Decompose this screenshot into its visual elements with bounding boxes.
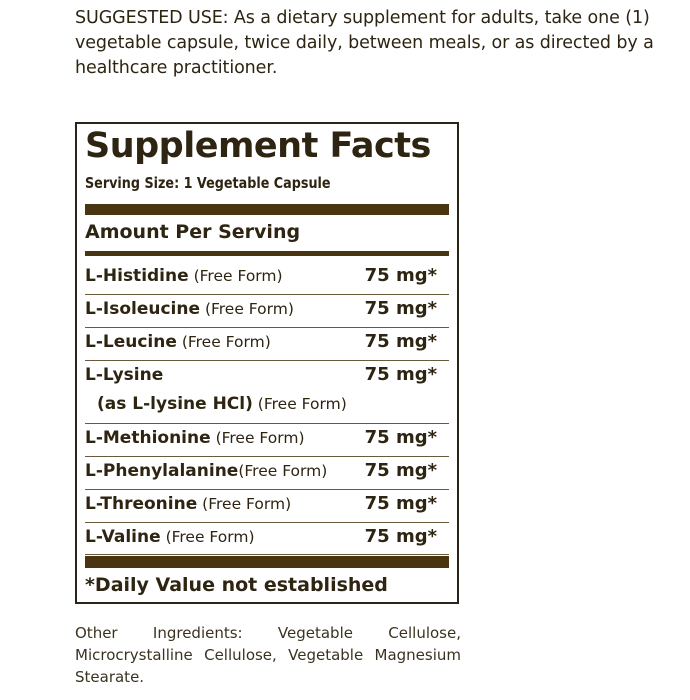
nutrient-row: L-Histidine (Free Form) 75 mg* — [85, 261, 449, 295]
nutrient-row: L-Methionine (Free Form) 75 mg* — [85, 423, 449, 457]
nutrient-name: L-Phenylalanine — [85, 461, 239, 481]
suggested-use: SUGGESTED USE: As a dietary supplement f… — [75, 6, 675, 81]
nutrient-amount: 75 mg* — [364, 265, 437, 286]
nutrient-amount: 75 mg* — [364, 460, 437, 481]
nutrient-name: L-Lysine — [85, 365, 164, 385]
nutrient-name: L-Valine — [85, 527, 161, 547]
nutrient-form: (Free Form) — [238, 462, 328, 480]
amount-per-serving: Amount Per Serving — [85, 221, 301, 243]
nutrient-name: L-Histidine — [85, 266, 189, 286]
nutrient-row: L-Phenylalanine(Free Form) 75 mg* — [85, 456, 449, 490]
nutrient-form: (Free Form) — [252, 395, 347, 413]
nutrient-row: L-Lysine (as L-lysine HCl) (Free Form) 75 … — [85, 360, 449, 424]
nutrient-form: (Free Form) — [210, 429, 305, 447]
nutrient-amount: 75 mg* — [364, 493, 437, 514]
nutrient-name: L-Threonine — [85, 494, 198, 514]
nutrient-name: L-Isoleucine — [85, 299, 201, 319]
nutrient-amount: 75 mg* — [364, 331, 437, 352]
supplement-facts-panel: Supplement Facts Serving Size: 1 Vegetab… — [75, 122, 459, 604]
nutrient-amount: 75 mg* — [364, 298, 437, 319]
other-ingredients: Other Ingredients: Vegetable Cellulose, … — [75, 624, 461, 686]
nutrient-form: (Free Form) — [200, 300, 294, 318]
suggested-use-label: SUGGESTED USE: — [75, 8, 229, 28]
nutrient-form: (Free Form) — [188, 267, 283, 285]
nutrient-row: L-Threonine (Free Form) 75 mg* — [85, 489, 449, 523]
nutrient-source: (as L-lysine HCl) — [97, 394, 253, 414]
daily-value-footnote: *Daily Value not established — [85, 574, 388, 596]
nutrient-form: (Free Form) — [160, 528, 255, 546]
facts-title: Supplement Facts — [85, 126, 431, 166]
nutrient-name: L-Methionine — [85, 428, 211, 448]
nutrient-form: (Free Form) — [197, 495, 292, 513]
medium-divider — [85, 251, 449, 256]
nutrient-row: L-Leucine (Free Form) 75 mg* — [85, 327, 449, 361]
nutrient-row: L-Isoleucine (Free Form) 75 mg* — [85, 294, 449, 328]
serving-size: Serving Size: 1 Vegetable Capsule — [85, 174, 331, 192]
suggested-use-text: As a dietary supplement for adults, take… — [75, 8, 654, 78]
thick-divider — [85, 556, 449, 568]
nutrient-amount: 75 mg* — [364, 526, 437, 547]
nutrient-name: L-Leucine — [85, 332, 177, 352]
thick-divider — [85, 204, 449, 215]
nutrient-amount: 75 mg* — [364, 364, 437, 385]
nutrient-row: L-Valine (Free Form) 75 mg* — [85, 522, 449, 555]
nutrient-form: (Free Form) — [176, 333, 271, 351]
nutrient-amount: 75 mg* — [364, 427, 437, 448]
